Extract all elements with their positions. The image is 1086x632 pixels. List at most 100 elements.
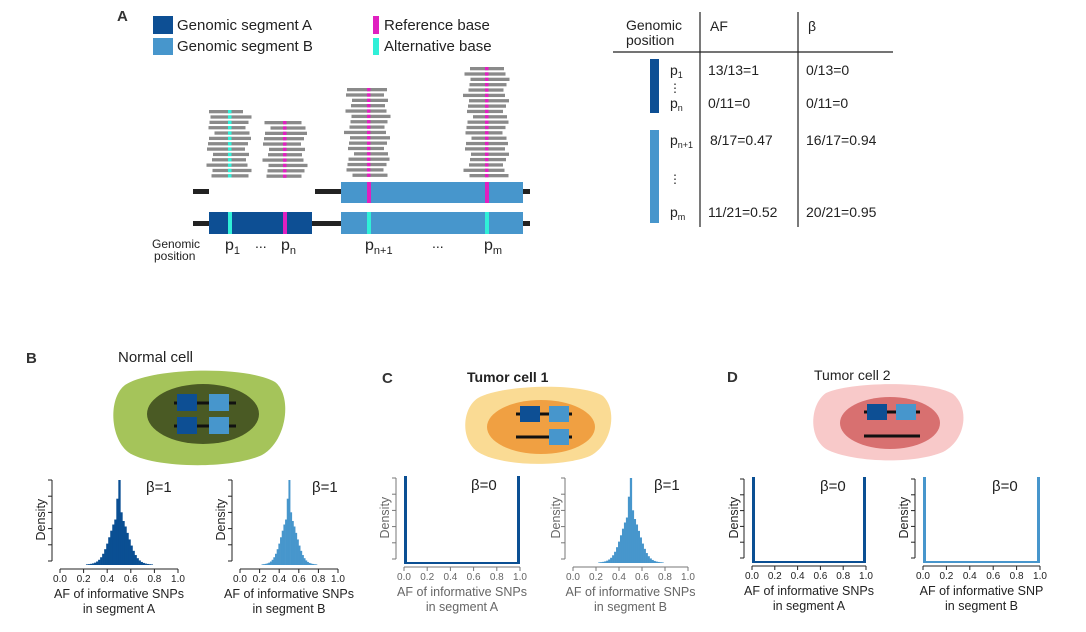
read-base-mark	[367, 152, 371, 156]
histogram-bar	[641, 543, 644, 563]
panel-d-letter: D	[727, 369, 738, 386]
x-axis-label-line1: AF of informative SNPs	[744, 584, 874, 598]
table-header-beta: β	[808, 18, 816, 34]
histogram-bar	[108, 537, 111, 565]
read-base-mark	[228, 163, 232, 167]
sequencing-read	[473, 115, 507, 119]
sequencing-read	[354, 152, 388, 156]
histogram-bar	[94, 562, 97, 565]
histogram-bar	[610, 557, 613, 563]
histogram-bar	[602, 561, 605, 563]
histogram-bar	[138, 560, 141, 565]
x-axis-label-line1: AF of informative SNPs	[397, 585, 527, 599]
x-tick-label: 0.6	[813, 571, 827, 582]
histogram-bar	[273, 557, 276, 565]
histogram-6: Density 0.0 0.2 0.4 0.6 0.8 1.0 AF of informati…	[897, 477, 1047, 613]
table-row-pos: pn+1	[670, 132, 693, 150]
x-tick-label: 0.6	[986, 571, 1000, 582]
histogram-bar	[614, 551, 617, 563]
histogram-bar	[269, 561, 272, 565]
x-tick-label: 0.0	[53, 574, 67, 585]
read-base-mark	[228, 131, 232, 135]
sequencing-read	[345, 109, 387, 113]
read-base-mark	[485, 131, 489, 135]
read-base-mark	[485, 120, 489, 124]
y-axis-label: Density	[727, 496, 741, 538]
x-tick-label: 0.4	[612, 572, 626, 583]
af-beta-table: Genomic position AF β p1 13/13=1 0/13=0 …	[613, 12, 893, 227]
x-tick-label: 0.4	[272, 574, 286, 585]
x-tick-label: 0.0	[397, 572, 411, 583]
read-base-mark	[485, 157, 489, 162]
histogram-3: Density 0.0 0.2 0.4 0.6 0.8 1.0 AF of informati…	[378, 476, 527, 614]
histogram-bar	[296, 539, 299, 565]
sequencing-read	[346, 168, 384, 172]
table-row-pos: p1	[670, 62, 683, 80]
read-base-mark	[283, 131, 287, 135]
table-vdots: ⋮	[669, 172, 681, 186]
histogram-bar	[619, 535, 623, 563]
histogram-bar	[308, 562, 311, 565]
histogram-bar-af-1	[1037, 477, 1040, 562]
histogram-bar	[92, 563, 95, 565]
x-tick-label: 0.4	[100, 574, 114, 585]
histogram-bar	[150, 564, 154, 565]
ref-base-mark	[283, 212, 287, 234]
table-row-pos: pm	[670, 204, 685, 222]
histogram-bar	[280, 537, 283, 565]
beta-label: β=0	[992, 478, 1018, 495]
tumor-cell-1-nucleus	[487, 400, 595, 454]
histogram-bar	[130, 545, 133, 565]
ref-base-mark	[367, 182, 371, 203]
sequencing-read	[463, 93, 505, 98]
x-tick-label: 1.0	[681, 572, 695, 583]
x-tick-label: 0.6	[292, 574, 306, 585]
read-base-mark	[485, 163, 489, 167]
histogram-bar	[657, 561, 660, 563]
sequencing-read	[346, 93, 384, 97]
read-base-mark	[485, 141, 489, 146]
beta-label: β=0	[471, 477, 497, 494]
histogram-bar-af-0	[404, 476, 407, 563]
histogram-bar	[268, 562, 271, 565]
x-tick-label: 0.0	[233, 574, 247, 585]
chromosome-segment-b	[896, 404, 916, 420]
histogram-bar	[288, 480, 291, 565]
histogram-bar	[604, 561, 607, 563]
read-base-mark	[485, 99, 489, 103]
x-tick-label: 1.0	[171, 574, 185, 585]
sequencing-read	[207, 147, 245, 151]
histogram-bar	[616, 547, 619, 563]
alt-base-mark	[367, 212, 371, 234]
read-base-mark	[485, 77, 489, 81]
x-tick-label: 1.0	[1033, 571, 1047, 582]
chromosome-left-stub-bottom	[193, 221, 209, 226]
histogram-bar	[140, 561, 143, 565]
read-base-mark	[485, 125, 489, 130]
histogram-bar	[283, 524, 286, 565]
sequencing-read	[212, 168, 252, 173]
position-labels: Genomic position p1 ... pn pn+1 ... pm	[152, 235, 502, 263]
x-axis-label-line2: in segment A	[773, 599, 846, 613]
table-segment-b-bar	[650, 130, 659, 223]
histogram-bar	[310, 563, 313, 565]
read-base-mark	[228, 120, 232, 124]
read-base-mark	[283, 174, 287, 178]
segment-b-top	[341, 182, 523, 203]
read-stack	[206, 110, 252, 178]
read-base-mark	[228, 115, 232, 119]
read-base-mark	[367, 114, 371, 119]
read-base-mark	[367, 173, 371, 177]
x-tick-label: 0.8	[836, 571, 850, 582]
legend-swatch-seg-b	[153, 38, 173, 55]
chromosome-segment-a	[177, 417, 197, 434]
sequencing-read	[351, 114, 391, 119]
histogram-bar	[298, 545, 301, 565]
legend-swatch-ref	[373, 16, 379, 34]
histogram-bar	[110, 530, 113, 565]
histogram-bar	[649, 558, 652, 563]
position-p1: p1	[225, 237, 240, 257]
normal-cell-nucleus	[147, 384, 259, 444]
x-tick-label: 0.6	[467, 572, 481, 583]
histogram-bar	[136, 558, 139, 565]
